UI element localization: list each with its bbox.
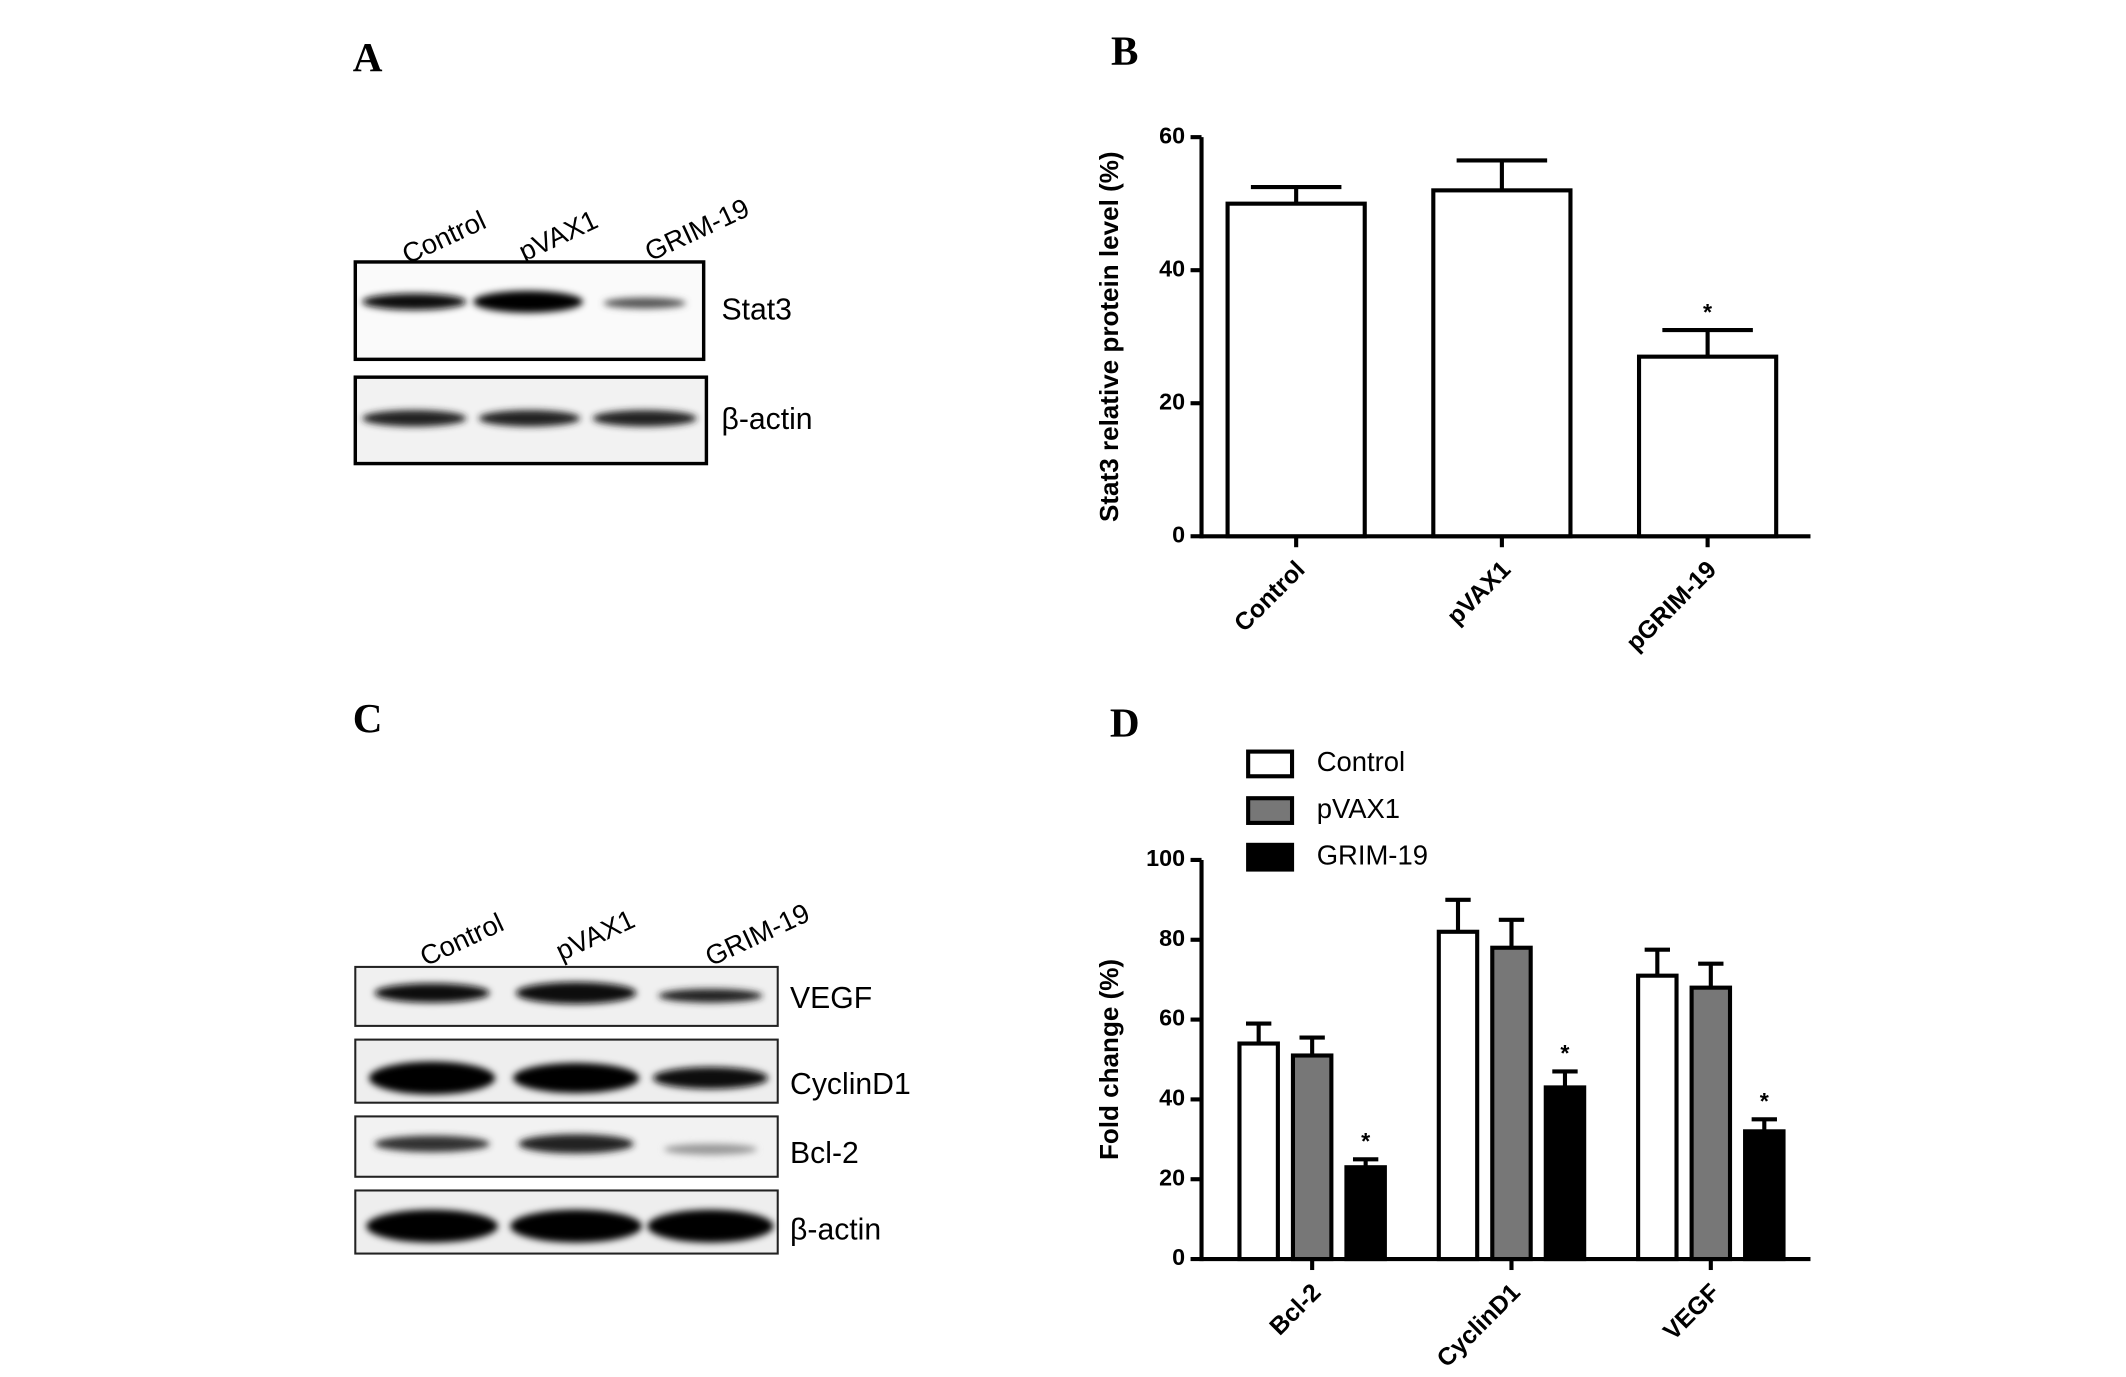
band <box>374 1135 490 1153</box>
legend-swatch <box>1246 749 1295 779</box>
bar <box>1436 929 1480 1262</box>
x-tick-label: CyclinD1 <box>1432 1279 1526 1373</box>
annotation: * <box>1703 299 1713 325</box>
band <box>473 290 583 313</box>
y-tick-label: 40 <box>1159 255 1185 281</box>
panel-label: A <box>353 34 383 80</box>
row-label: CyclinD1 <box>790 1068 911 1101</box>
annotation: * <box>1560 1040 1570 1066</box>
y-tick-label: 60 <box>1159 122 1185 148</box>
annotation: * <box>1361 1128 1371 1154</box>
bar <box>1543 1085 1587 1262</box>
band <box>513 1062 640 1094</box>
bar <box>1490 945 1533 1262</box>
row-label: β-actin <box>721 403 812 436</box>
bar <box>1225 201 1367 539</box>
legend-swatch <box>1246 842 1295 872</box>
lane-label: pVAX1 <box>514 204 603 267</box>
x-tick-label: VEGF <box>1659 1279 1726 1346</box>
bar <box>1290 1053 1334 1262</box>
y-tick-label: 40 <box>1159 1085 1185 1111</box>
band <box>663 1143 758 1155</box>
bar <box>1636 973 1679 1262</box>
x-tick-label: pVAX1 <box>1442 556 1516 630</box>
band <box>658 988 763 1003</box>
bar <box>1431 188 1573 539</box>
lane-label: GRIM-19 <box>640 192 754 267</box>
bar <box>1743 1129 1786 1262</box>
y-tick-label: 20 <box>1159 1164 1185 1190</box>
row-label: VEGF <box>790 982 872 1015</box>
band <box>603 297 686 309</box>
x-tick-label: pGRIM-19 <box>1621 556 1722 657</box>
lane-label: Control <box>397 204 490 269</box>
x-tick-label: Bcl-2 <box>1265 1279 1327 1341</box>
y-tick-label: 80 <box>1159 925 1185 951</box>
row-label: β-actin <box>790 1214 881 1247</box>
row-label: Bcl-2 <box>790 1137 859 1170</box>
y-axis-title: Fold change (%) <box>1094 959 1124 1160</box>
band <box>647 1209 774 1243</box>
row-label: Stat3 <box>721 293 791 326</box>
panel-label: C <box>353 695 383 741</box>
legend-label: Control <box>1317 746 1405 777</box>
blot-c: Control pVAX1 GRIM-19 VEGF CyclinD1 Bcl-… <box>354 897 911 1255</box>
legend-swatch <box>1246 796 1295 825</box>
panel-label: B <box>1111 27 1138 73</box>
band <box>592 410 697 427</box>
band <box>478 410 581 427</box>
lane-label: GRIM-19 <box>700 897 814 972</box>
band <box>652 1067 769 1089</box>
y-tick-label: 60 <box>1159 1005 1185 1031</box>
blot-a: Control pVAX1 GRIM-19 Stat3 β-actin <box>353 192 813 466</box>
x-tick-label: Control <box>1229 556 1310 637</box>
bar <box>1636 354 1779 539</box>
y-tick-label: 0 <box>1172 521 1185 547</box>
bar <box>1237 1041 1280 1262</box>
y-tick-label: 100 <box>1146 845 1185 871</box>
y-tick-label: 20 <box>1159 388 1185 414</box>
band <box>374 983 490 1003</box>
band <box>369 1061 496 1095</box>
lane-label: Control <box>415 907 508 972</box>
annotation: * <box>1760 1088 1770 1114</box>
bar <box>1689 985 1733 1262</box>
band <box>518 1134 634 1154</box>
band <box>510 1209 642 1243</box>
band <box>366 1209 498 1243</box>
y-tick-label: 0 <box>1172 1244 1185 1270</box>
lane-label: pVAX1 <box>551 903 640 966</box>
band <box>362 293 467 310</box>
legend-label: pVAX1 <box>1317 793 1400 824</box>
y-axis-title: Stat3 relative protein level (%) <box>1094 151 1124 522</box>
bar <box>1344 1165 1387 1262</box>
panel-label: D <box>1110 699 1140 745</box>
band <box>362 410 467 427</box>
legend-label: GRIM-19 <box>1317 839 1428 870</box>
band <box>515 982 637 1004</box>
